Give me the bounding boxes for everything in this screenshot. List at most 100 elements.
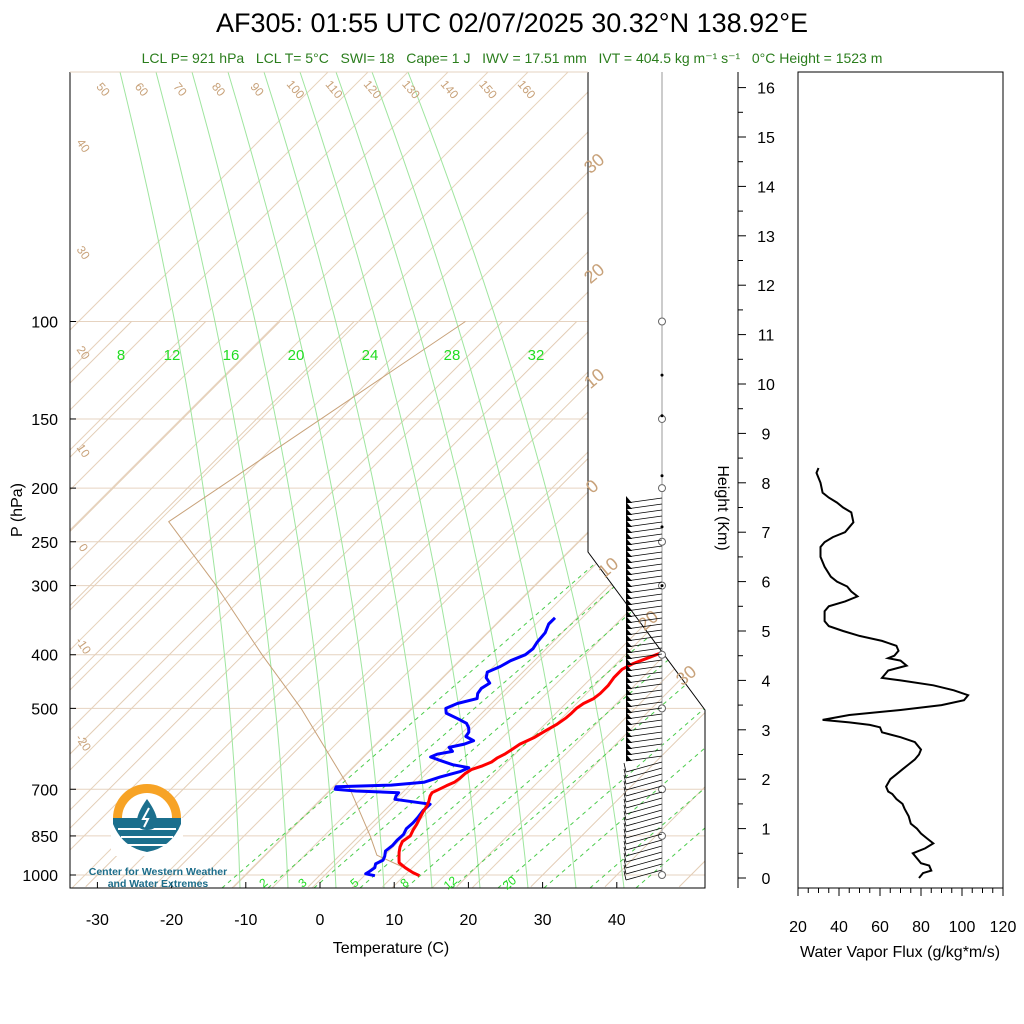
wind-barb [625, 719, 663, 726]
lcl-pressure: LCL P= 921 hPa [141, 50, 245, 66]
dry-adiabat-line [119, 72, 705, 888]
mixing-ratio-label: 28 [444, 347, 461, 364]
wind-barb [625, 551, 663, 558]
moist-adiabat-line [119, 72, 241, 888]
wind-barb [625, 851, 663, 863]
height-tick-label: 12 [757, 278, 775, 295]
theta-label: 100 [284, 77, 308, 102]
wind-barb-flag [626, 634, 632, 641]
dry-adiabat-line [70, 72, 705, 888]
pressure-tick-label: 100 [31, 315, 58, 332]
isotherm-line [233, 321, 705, 888]
height-tick-label: 2 [762, 772, 771, 789]
temperature-edge-label: 20 [580, 259, 608, 287]
wind-barb [625, 791, 663, 803]
mixing-ratio-line [497, 539, 705, 888]
pressure-tick-label: 250 [31, 535, 58, 552]
dewpoint-profile-line [333, 616, 557, 878]
wind-barb [625, 857, 663, 869]
temperature-edge-label: 30 [74, 243, 93, 262]
wind-barb-feather [623, 792, 627, 803]
theta-label: 90 [247, 80, 267, 99]
temperature-tick-label: -20 [160, 912, 183, 929]
isotherm-line [307, 321, 705, 888]
temperature-profile-line [397, 616, 696, 878]
wind-barb [625, 869, 663, 881]
water-vapor-flux-line [815, 467, 970, 879]
theta-label: 80 [209, 80, 229, 99]
wind-barb-flag [626, 676, 632, 683]
height-tick-label: 5 [762, 624, 771, 641]
wind-barb [625, 773, 663, 785]
wind-barb-feather [623, 846, 627, 857]
wind-barb [625, 593, 663, 600]
height-tick-label: 3 [762, 723, 771, 740]
wind-barb [625, 677, 663, 684]
height-tick-label: 11 [758, 328, 775, 345]
wind-barb [625, 815, 663, 827]
wind-barb [625, 767, 663, 779]
height-tick-label: 1 [762, 822, 771, 839]
mixing-ratio-line [589, 539, 705, 888]
temperature-tick-label: 10 [385, 912, 403, 929]
wind-barb [625, 803, 663, 815]
calm-wind-circle [658, 785, 666, 794]
wind-barb [625, 545, 663, 552]
wind-barb-flag [626, 712, 632, 719]
theta-label: 120 [361, 77, 385, 102]
wind-barb-flag [626, 640, 632, 647]
isotherm-line [85, 321, 652, 888]
dry-adiabat-line [70, 72, 705, 888]
wind-barb [625, 617, 663, 624]
isotherm-line [678, 321, 705, 888]
theta-label: 150 [476, 77, 500, 102]
iwv-value: IWV = 17.51 mm [482, 50, 587, 66]
cape-value: Cape= 1 J [406, 50, 471, 66]
flux-axis-label: Water Vapor Flux (g/kg*m/s) [800, 944, 1000, 961]
wind-barb-flag [626, 622, 632, 629]
wind-barb-flag [626, 754, 632, 761]
wind-barb-feather [623, 840, 627, 851]
skewt-frame [69, 71, 706, 889]
wind-barb-flag [626, 658, 632, 665]
height-tick-label: 16 [757, 81, 775, 98]
temperature-edge-label: 40 [74, 136, 93, 155]
calm-wind-circle [658, 484, 666, 493]
mixing-ratio-line [543, 539, 705, 888]
isotherm-line [70, 321, 355, 888]
pressure-tick-label: 1000 [22, 868, 58, 885]
mixing-ratio-line [451, 539, 705, 888]
height-tick-label: 13 [757, 229, 775, 246]
mixing-ratio-line [405, 539, 705, 888]
mixing-ratio-line [221, 539, 623, 888]
wind-barb [625, 821, 663, 833]
wind-barb [625, 845, 663, 857]
theta-label: 50 [93, 80, 113, 99]
mixing-ratio-line [635, 539, 705, 888]
wind-barb-flag [626, 520, 632, 527]
theta-label: 60 [132, 80, 152, 99]
wind-barb-flag [626, 526, 632, 533]
wind-barb [625, 833, 663, 845]
moist-adiabat-line [335, 72, 529, 888]
wind-barb-feather [623, 780, 627, 791]
mixing-ratio-label: 16 [223, 347, 240, 364]
wind-point [660, 414, 664, 418]
moist-adiabat-line [227, 72, 385, 888]
wind-barb [625, 743, 663, 750]
wind-barb-flag [626, 538, 632, 545]
height-tick-label: 8 [762, 476, 771, 493]
height-tick-label: 10 [757, 377, 775, 394]
theta-label: 130 [399, 77, 423, 102]
temperature-tick-label: 0 [316, 912, 325, 929]
calm-wind-circle [658, 317, 666, 326]
isotherm-line [70, 321, 281, 888]
wind-barb [625, 725, 663, 732]
wind-point [660, 373, 664, 377]
height-tick-label: 6 [762, 575, 771, 592]
wind-barb [625, 641, 663, 648]
isotherm-line [382, 321, 705, 888]
wind-barb-flag [626, 748, 632, 755]
skewt-profiles [168, 321, 696, 878]
